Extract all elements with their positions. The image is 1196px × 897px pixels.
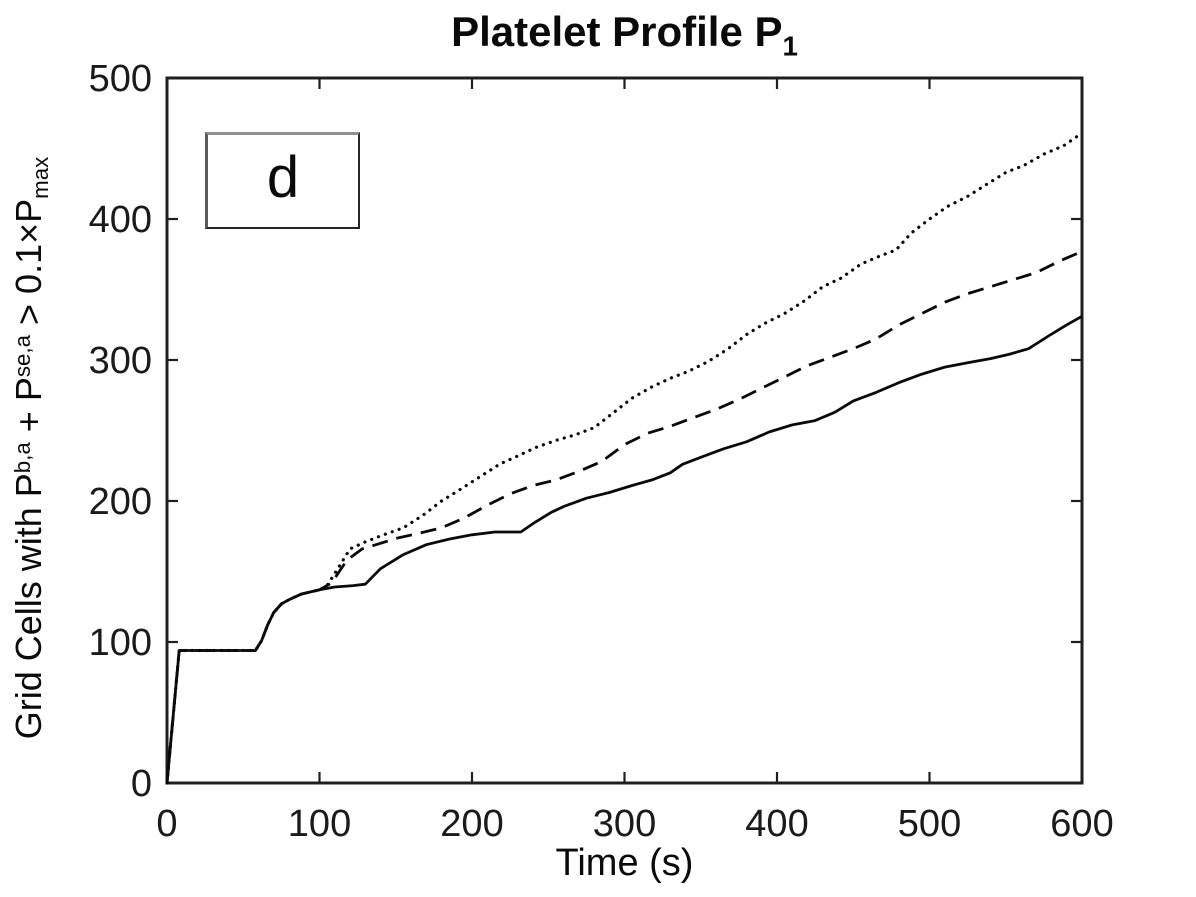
y-tick-label: 200 (89, 481, 152, 523)
x-tick-label: 0 (156, 803, 177, 845)
x-axis-label: Time (s) (555, 842, 694, 884)
panel-label-box: d (205, 132, 360, 229)
y-tick-label: 0 (131, 763, 152, 805)
x-tick-label: 100 (288, 803, 351, 845)
axes-box (165, 76, 1084, 785)
y-tick-label: 400 (89, 199, 152, 241)
chart-title: Platelet Profile P1 (167, 8, 1082, 63)
chart-title-text: Platelet Profile P (451, 8, 783, 55)
x-tick-label: 300 (593, 803, 656, 845)
series-line-solid (165, 315, 1083, 784)
y-tick-label: 500 (89, 58, 152, 100)
series-line-dotted (165, 131, 1084, 785)
chart-title-subscript: 1 (782, 30, 798, 62)
y-tick-label: 300 (89, 340, 152, 382)
series-line-dashed (165, 250, 1083, 784)
x-tick-label: 200 (440, 803, 503, 845)
x-tick-label: 500 (898, 803, 961, 845)
x-tick-label: 400 (745, 803, 808, 845)
panel-label: d (266, 145, 300, 210)
x-tick-label: 600 (1050, 803, 1113, 845)
y-tick-label: 100 (89, 622, 152, 664)
